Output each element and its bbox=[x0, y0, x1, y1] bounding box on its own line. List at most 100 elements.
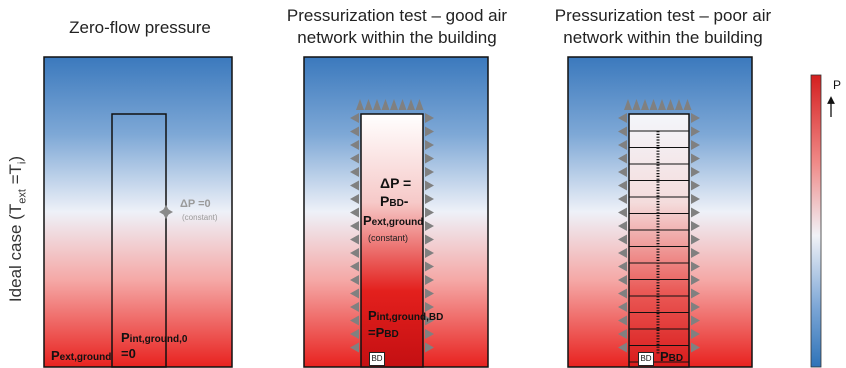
leak-arrow-icon bbox=[691, 302, 700, 312]
leak-arrow-icon bbox=[425, 329, 434, 339]
leak-arrow-icon bbox=[364, 99, 373, 110]
panel1-background bbox=[43, 56, 233, 368]
leak-arrow-icon bbox=[425, 275, 434, 285]
panel2-title: Pressurization test – good air network w… bbox=[262, 5, 532, 49]
leak-arrow-icon bbox=[632, 99, 641, 110]
leak-arrow-icon bbox=[691, 288, 700, 299]
panel1-title: Zero-flow pressure bbox=[69, 18, 211, 37]
leak-arrow-icon bbox=[618, 234, 627, 245]
panel1-building bbox=[111, 113, 167, 368]
leak-arrow-icon bbox=[350, 275, 359, 285]
leak-arrow-icon bbox=[618, 329, 627, 339]
panel3-leak-arrows bbox=[618, 99, 700, 353]
panel2-delta-line2: PBD- bbox=[380, 193, 409, 210]
leak-arrow-icon bbox=[425, 126, 434, 137]
leak-arrow-icon bbox=[691, 207, 700, 218]
leak-arrow-icon bbox=[618, 167, 627, 177]
leak-arrow-icon bbox=[618, 221, 627, 231]
leak-arrow-icon bbox=[350, 248, 359, 258]
leak-arrow-icon bbox=[691, 234, 700, 245]
leak-arrow-icon bbox=[691, 153, 700, 164]
leak-arrow-icon bbox=[390, 99, 398, 110]
leak-arrow-icon bbox=[425, 248, 434, 258]
leak-arrow-icon bbox=[691, 329, 700, 339]
leak-arrow-icon bbox=[618, 302, 627, 312]
leak-arrow-icon bbox=[381, 99, 390, 110]
leak-arrow-icon bbox=[618, 288, 627, 299]
leak-arrow-icon bbox=[425, 153, 434, 164]
leak-arrow-icon bbox=[425, 207, 434, 218]
leak-arrow-icon bbox=[691, 248, 700, 258]
leak-arrow-icon bbox=[350, 221, 359, 231]
leak-arrow-icon bbox=[618, 248, 627, 258]
zero-pressure-point-icon bbox=[159, 205, 173, 219]
leak-arrow-icon bbox=[425, 302, 434, 312]
panel2-blower-door: BD bbox=[369, 352, 385, 366]
panel3-title-line1: Pressurization test – poor air bbox=[554, 6, 772, 25]
leak-arrow-icon bbox=[350, 113, 359, 123]
leak-arrow-icon bbox=[356, 99, 364, 110]
leak-arrow-icon bbox=[691, 140, 700, 150]
panel2-p-int: Pint,ground,BD bbox=[368, 308, 444, 323]
leak-arrow-icon bbox=[666, 99, 675, 110]
leak-arrow-icon bbox=[618, 113, 627, 123]
colorbar-label: P bbox=[833, 78, 842, 92]
leak-arrow-icon bbox=[425, 194, 434, 204]
panel1-p-int-value: =0 bbox=[121, 346, 136, 361]
colorbar bbox=[810, 74, 822, 368]
panel1-delta-label: ΔP =0 bbox=[180, 198, 211, 210]
leak-arrow-icon bbox=[618, 153, 627, 164]
leak-arrow-icon bbox=[350, 329, 359, 339]
leak-arrow-icon bbox=[425, 315, 434, 326]
leak-arrow-icon bbox=[350, 342, 359, 353]
leak-arrow-icon bbox=[350, 288, 359, 299]
leak-arrow-icon bbox=[649, 99, 658, 110]
leak-arrow-icon bbox=[350, 302, 359, 312]
leak-arrow-icon bbox=[691, 194, 700, 204]
leak-arrow-icon bbox=[350, 207, 359, 218]
leak-arrow-icon bbox=[350, 167, 359, 177]
leak-arrow-icon bbox=[373, 99, 381, 110]
leak-arrow-icon bbox=[691, 342, 700, 353]
leak-arrow-icon bbox=[407, 99, 415, 110]
panel3-title: Pressurization test – poor air network w… bbox=[528, 5, 798, 49]
leak-arrow-icon bbox=[658, 99, 666, 110]
panel2-p-int-eq: =PBD bbox=[368, 325, 399, 340]
panel1-p-ext-ground: Pext,ground bbox=[51, 348, 112, 363]
leak-arrow-icon bbox=[425, 140, 434, 150]
leak-arrow-icon bbox=[425, 221, 434, 231]
panel2-title-line2: network within the building bbox=[297, 28, 497, 47]
panel1-delta-note: (constant) bbox=[182, 213, 218, 222]
leak-arrow-icon bbox=[618, 342, 627, 353]
leak-arrow-icon bbox=[691, 261, 700, 272]
leak-arrow-icon bbox=[425, 342, 434, 353]
panel2-delta-line3: Pext,ground bbox=[363, 213, 424, 228]
leak-arrow-icon bbox=[618, 140, 627, 150]
leak-arrow-icon bbox=[691, 126, 700, 137]
leak-arrow-icon bbox=[691, 315, 700, 326]
panel3-blower-door: BD bbox=[638, 352, 654, 366]
leak-arrow-icon bbox=[415, 99, 424, 110]
leak-arrow-icon bbox=[618, 261, 627, 272]
panel2-leak-arrows bbox=[350, 99, 434, 353]
leak-arrow-icon bbox=[691, 180, 700, 191]
leak-arrow-icon bbox=[618, 194, 627, 204]
leak-arrow-icon bbox=[425, 261, 434, 272]
panel1-p-int-ground: Pint,ground,0 bbox=[121, 330, 188, 345]
leak-arrow-icon bbox=[425, 234, 434, 245]
leak-arrow-icon bbox=[618, 275, 627, 285]
leak-arrow-icon bbox=[618, 180, 627, 191]
panel2-delta-line1: ΔP = bbox=[380, 175, 412, 191]
leak-arrow-icon bbox=[425, 288, 434, 299]
leak-arrow-icon bbox=[398, 99, 407, 110]
leak-arrow-icon bbox=[618, 315, 627, 326]
leak-arrow-icon bbox=[691, 221, 700, 231]
leak-arrow-icon bbox=[624, 99, 632, 110]
leak-arrow-icon bbox=[691, 275, 700, 285]
leak-arrow-icon bbox=[618, 207, 627, 218]
leak-arrow-icon bbox=[641, 99, 649, 110]
leak-arrow-icon bbox=[675, 99, 683, 110]
leak-arrow-icon bbox=[683, 99, 692, 110]
leak-arrow-icon bbox=[425, 167, 434, 177]
